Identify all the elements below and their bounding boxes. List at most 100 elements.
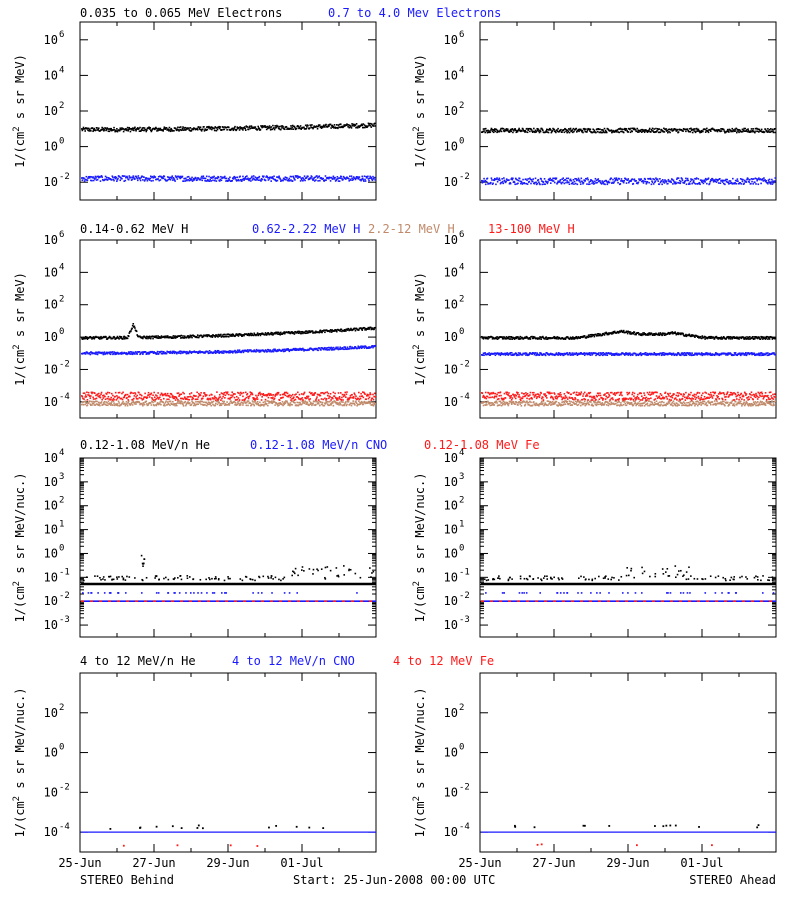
data-point — [247, 405, 249, 407]
data-point — [162, 402, 164, 404]
data-point — [355, 330, 357, 332]
data-point — [172, 179, 174, 181]
data-point — [687, 178, 689, 180]
data-point — [362, 178, 364, 180]
data-point — [126, 397, 128, 399]
data-point — [204, 404, 206, 406]
data-point — [636, 128, 638, 130]
data-point — [491, 177, 493, 179]
data-point — [570, 180, 572, 182]
data-point — [536, 183, 538, 185]
data-point — [672, 183, 674, 185]
data-point — [152, 402, 154, 404]
data-point — [342, 399, 344, 401]
data-point — [374, 345, 376, 347]
data-point — [374, 403, 376, 405]
data-point — [261, 179, 263, 181]
data-point — [153, 405, 155, 407]
data-point — [599, 180, 601, 182]
data-point — [270, 180, 272, 182]
data-point — [140, 398, 142, 400]
data-point — [243, 402, 245, 404]
data-point — [188, 127, 190, 129]
data-point — [228, 336, 230, 338]
data-point — [292, 394, 294, 396]
data-point — [590, 129, 592, 131]
y-tick-label-exponent: -2 — [459, 359, 470, 369]
data-point — [278, 404, 280, 406]
data-point — [661, 335, 663, 337]
data-point — [105, 336, 107, 338]
data-point — [735, 183, 737, 185]
data-point — [311, 392, 313, 394]
data-point — [318, 403, 320, 405]
data-point — [109, 392, 111, 394]
data-point — [188, 353, 190, 355]
data-point — [671, 128, 673, 130]
y-tick-label: 10 — [444, 395, 458, 409]
data-point — [501, 131, 503, 133]
y-tick-label-exponent: -4 — [459, 392, 470, 402]
data-point — [260, 129, 262, 131]
data-point — [105, 398, 107, 400]
data-point — [90, 395, 92, 397]
data-point — [121, 336, 123, 338]
data-point — [200, 179, 202, 181]
y-tick-label-exponent: 4 — [459, 65, 464, 75]
data-point — [266, 403, 268, 405]
data-point — [236, 399, 238, 401]
data-point — [650, 178, 652, 180]
data-point — [304, 392, 306, 394]
data-point — [532, 181, 534, 183]
data-point — [364, 347, 366, 349]
data-point — [594, 183, 596, 185]
data-point — [118, 402, 120, 404]
data-point — [643, 182, 645, 184]
data-point — [321, 398, 323, 400]
data-point — [155, 176, 157, 178]
data-point — [561, 131, 563, 133]
data-point — [538, 128, 540, 130]
data-point — [304, 175, 306, 177]
data-point — [117, 403, 119, 405]
data-point — [160, 399, 162, 401]
data-point — [280, 129, 282, 131]
data-point — [339, 180, 341, 182]
data-point — [250, 180, 252, 182]
data-point — [279, 394, 281, 396]
data-point — [723, 129, 725, 131]
data-point — [678, 177, 680, 179]
data-point — [278, 176, 280, 178]
data-point — [540, 178, 542, 180]
data-point — [260, 180, 262, 182]
data-point — [220, 403, 222, 405]
data-point — [191, 337, 193, 339]
data-point — [290, 125, 292, 127]
data-point — [242, 399, 244, 401]
data-point — [696, 177, 698, 179]
data-point — [293, 396, 295, 398]
data-point — [239, 349, 241, 351]
data-point — [321, 332, 323, 334]
data-point — [110, 399, 112, 401]
data-point — [164, 403, 166, 405]
data-point — [653, 179, 655, 181]
data-point — [177, 178, 179, 180]
data-point — [216, 391, 218, 393]
data-point — [620, 183, 622, 185]
data-point — [737, 180, 739, 182]
data-point — [123, 396, 125, 398]
data-point — [294, 179, 296, 181]
data-point — [328, 393, 330, 395]
data-point — [166, 395, 168, 397]
data-point — [220, 126, 222, 128]
data-point — [320, 401, 322, 403]
data-point — [134, 326, 136, 328]
data-point — [116, 395, 118, 397]
data-point — [643, 181, 645, 183]
data-point — [308, 396, 310, 398]
data-point — [291, 404, 293, 406]
data-point — [514, 182, 516, 184]
data-point — [168, 399, 170, 401]
data-point — [664, 131, 666, 133]
